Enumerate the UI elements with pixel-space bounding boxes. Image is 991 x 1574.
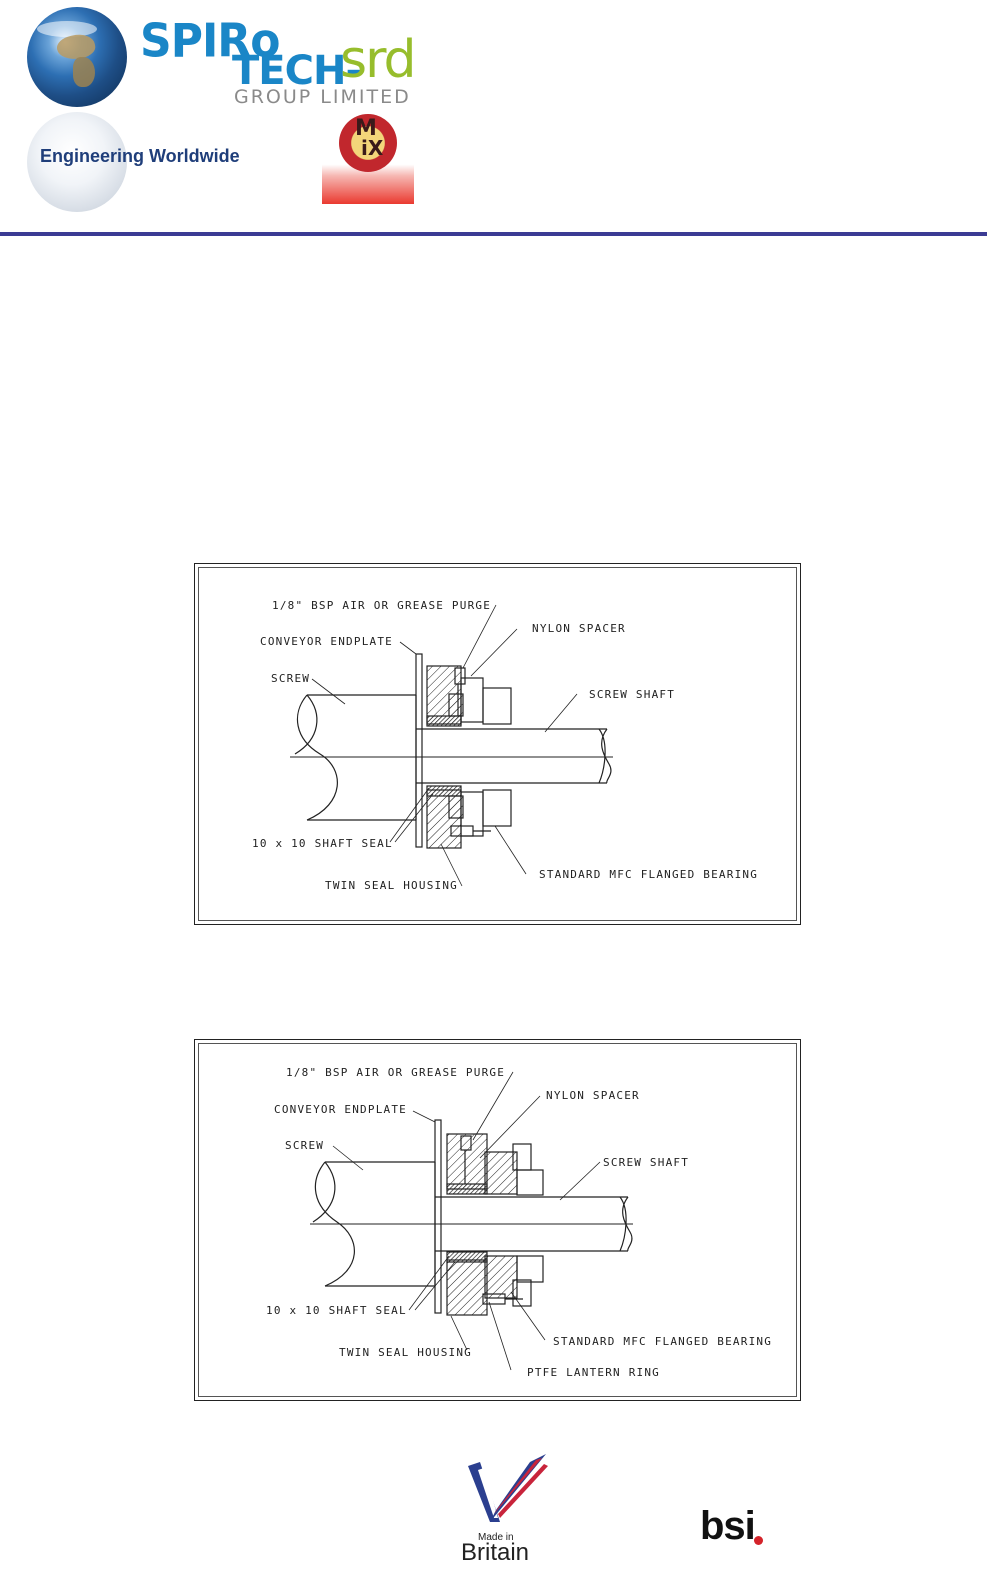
bsi-logo: bsi [700,1504,756,1548]
label-endplate: CONVEYOR ENDPLATE [274,1103,407,1116]
brand-group: GROUP LIMITED [234,86,411,108]
globe-logo-bottom [27,112,127,212]
britain-text: Britain [461,1539,530,1566]
label-housing: TWIN SEAL HOUSING [339,1346,472,1359]
label-shaft: SCREW SHAFT [603,1156,689,1169]
label-seal: 10 x 10 SHAFT SEAL [252,837,393,850]
seal-drawing-1: 1/8" BSP AIR OR GREASE PURGE CONVEYOR EN… [194,563,801,925]
seal-drawing-2: 1/8" BSP AIR OR GREASE PURGE CONVEYOR EN… [194,1039,801,1401]
label-screw: SCREW [271,672,310,685]
seal-drawing-2-svg: 1/8" BSP AIR OR GREASE PURGE CONVEYOR EN… [266,1066,772,1379]
brand-tech: TECH- [232,48,362,94]
label-nylon: NYLON SPACER [546,1089,640,1102]
brand-srd: srd [340,30,417,90]
label-nylon: NYLON SPACER [532,622,626,635]
label-seal: 10 x 10 SHAFT SEAL [266,1304,407,1317]
label-bearing: STANDARD MFC FLANGED BEARING [539,868,758,881]
label-housing: TWIN SEAL HOUSING [325,879,458,892]
mix-logo: M iX [322,110,414,204]
brand-spiro: SPIRo [140,14,280,69]
seal-drawing-1-svg: 1/8" BSP AIR OR GREASE PURGE CONVEYOR EN… [252,599,758,892]
globe-logo-top [27,7,127,107]
label-screw: SCREW [285,1139,324,1152]
label-lantern: PTFE LANTERN RING [527,1366,660,1379]
label-shaft: SCREW SHAFT [589,688,675,701]
bsi-dot [754,1536,763,1545]
label-bearing: STANDARD MFC FLANGED BEARING [553,1335,772,1348]
label-purge: 1/8" BSP AIR OR GREASE PURGE [286,1066,505,1079]
made-in-text: Made in [478,1532,514,1543]
label-endplate: CONVEYOR ENDPLATE [260,635,393,648]
header-rule [0,232,987,236]
made-in-britain-logo [468,1454,548,1522]
label-purge: 1/8" BSP AIR OR GREASE PURGE [272,599,491,612]
tagline: Engineering Worldwide [40,146,240,166]
